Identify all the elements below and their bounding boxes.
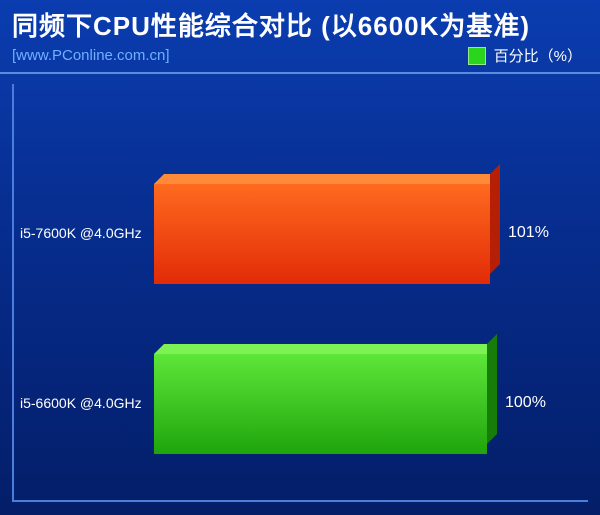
- bar-value-label: 101%: [508, 224, 549, 242]
- bar: [154, 184, 490, 284]
- chart-plot-area: i5-7600K @4.0GHz 101% i5-6600K @4.0GHz 100%: [12, 84, 588, 502]
- legend-swatch: [468, 47, 486, 65]
- source-label: [www.PConline.com.cn]: [12, 47, 170, 64]
- bar-face: [154, 184, 490, 284]
- legend: 百分比（%）: [468, 45, 582, 66]
- bar-side-face: [490, 164, 500, 274]
- bar-side-face: [487, 334, 497, 444]
- chart-title: 同频下CPU性能综合对比 (以6600K为基准): [12, 6, 588, 43]
- bar-value-label: 100%: [505, 394, 546, 412]
- bar: [154, 354, 487, 454]
- legend-label: 百分比（%）: [494, 45, 582, 66]
- bar-face: [154, 354, 487, 454]
- bar-category-label: i5-6600K @4.0GHz: [20, 395, 152, 411]
- bar-top-face: [154, 174, 500, 184]
- bar-category-label: i5-7600K @4.0GHz: [20, 225, 152, 241]
- bar-top-face: [154, 344, 497, 354]
